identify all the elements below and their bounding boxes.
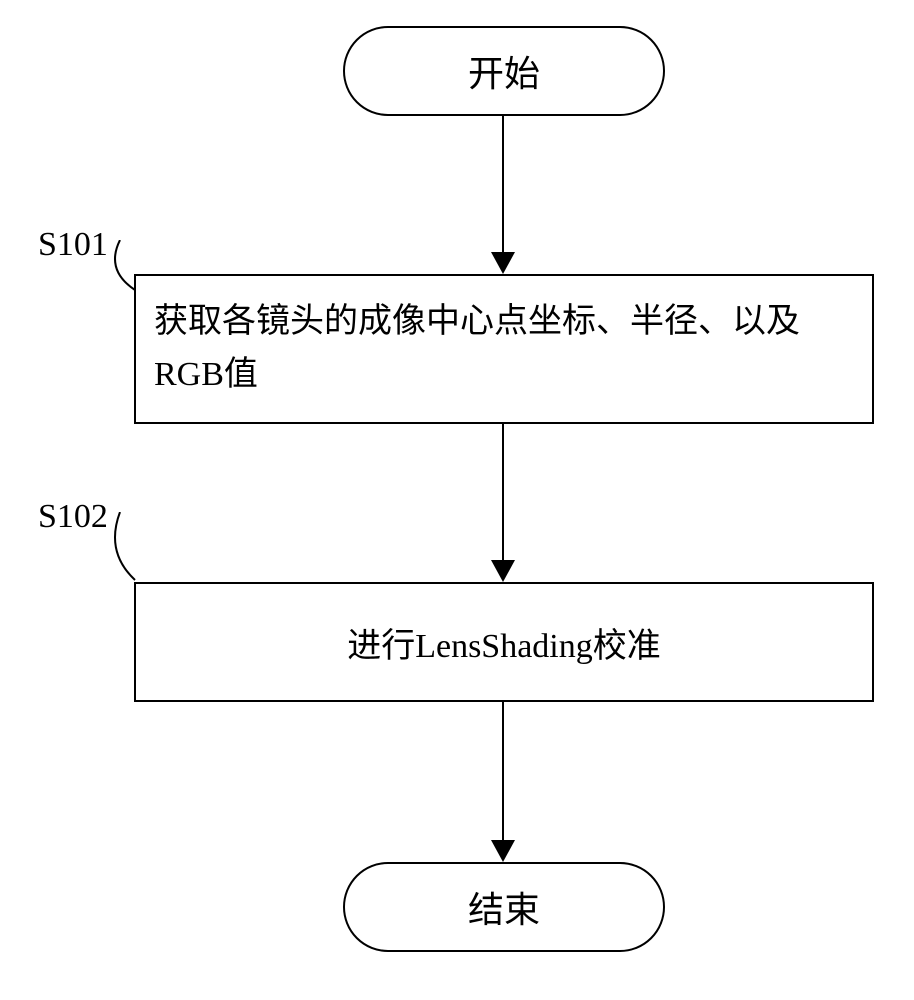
start-node: 开始: [343, 26, 665, 116]
process-s101-label: 获取各镜头的成像中心点坐标、半径、以及RGB值: [154, 296, 854, 401]
arrow-2-head: [491, 560, 515, 582]
process-s101: 获取各镜头的成像中心点坐标、半径、以及RGB值: [134, 274, 874, 424]
connector-s102: [105, 512, 145, 590]
arrow-1-line: [502, 116, 504, 252]
end-label: 结束: [468, 881, 540, 933]
end-node: 结束: [343, 862, 665, 952]
flowchart-canvas: 开始 S101 获取各镜头的成像中心点坐标、半径、以及RGB值 S102 进行L…: [0, 0, 914, 1000]
process-s102-label: 进行LensShading校准: [347, 618, 661, 667]
arrow-3-line: [502, 702, 504, 840]
arrow-1-head: [491, 252, 515, 274]
step-label-s101: S101: [38, 226, 108, 264]
arrow-3-head: [491, 840, 515, 862]
process-s102: 进行LensShading校准: [134, 582, 874, 702]
step-label-s102: S102: [38, 498, 108, 536]
arrow-2-line: [502, 424, 504, 560]
start-label: 开始: [468, 45, 540, 97]
